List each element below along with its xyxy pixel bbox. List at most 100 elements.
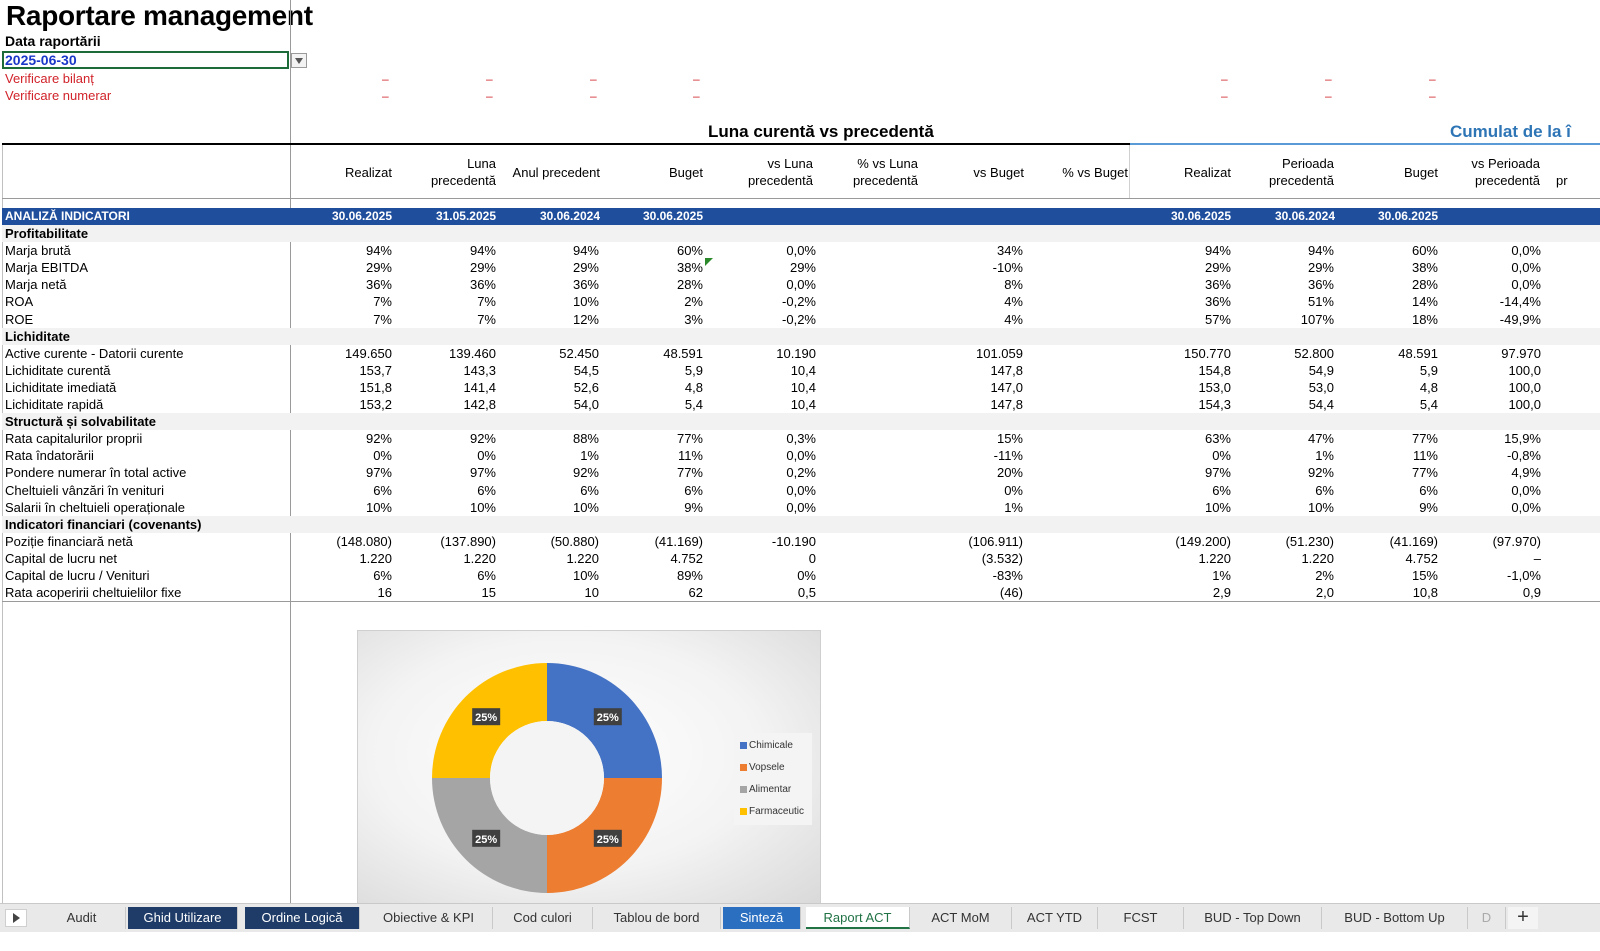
table-cell[interactable]: 7% — [373, 311, 392, 327]
indicator-label[interactable]: ROE — [5, 311, 34, 327]
table-cell[interactable]: (41.169) — [1389, 533, 1438, 549]
table-cell[interactable]: 7% — [477, 294, 496, 310]
table-cell[interactable]: 34% — [996, 243, 1023, 259]
indicator-label[interactable]: Capital de lucru net — [5, 550, 118, 566]
table-cell[interactable]: 38% — [1411, 260, 1438, 276]
table-cell[interactable]: 54,4 — [1308, 397, 1334, 412]
indicator-label[interactable]: Cheltuieli vânzări în venituri — [5, 482, 164, 498]
table-cell[interactable]: (41.169) — [654, 533, 703, 549]
sheet-tab[interactable]: Sinteză — [723, 907, 801, 929]
table-cell[interactable]: 77% — [1411, 465, 1438, 481]
sheet-tab[interactable]: FCST — [1098, 907, 1184, 929]
table-cell[interactable]: 20% — [996, 465, 1023, 481]
table-cell[interactable]: 92% — [365, 431, 392, 447]
table-cell[interactable]: 143,3 — [463, 362, 496, 378]
table-cell[interactable]: 29% — [365, 260, 392, 276]
table-cell[interactable]: 10% — [469, 499, 496, 515]
table-cell[interactable]: 9% — [1419, 499, 1438, 515]
table-cell[interactable]: 5,4 — [684, 397, 703, 412]
table-cell[interactable]: 36% — [572, 277, 599, 293]
table-cell[interactable]: 54,0 — [573, 397, 599, 412]
table-cell[interactable]: 51% — [1307, 294, 1334, 310]
table-cell[interactable]: 10,4 — [790, 397, 816, 412]
sheet-tab[interactable]: Audit — [38, 907, 126, 929]
table-cell[interactable]: (46) — [999, 585, 1023, 601]
table-cell[interactable]: (137.890) — [440, 533, 496, 549]
table-cell[interactable]: 92% — [1307, 465, 1334, 481]
date-cell-selection[interactable] — [2, 51, 289, 69]
table-cell[interactable]: 15,9% — [1504, 431, 1541, 447]
table-cell[interactable]: 101.059 — [976, 345, 1023, 361]
table-cell[interactable]: -83% — [992, 568, 1023, 583]
sheet-tab[interactable]: Obiective & KPI — [365, 907, 493, 929]
table-cell[interactable]: 5,9 — [1419, 362, 1438, 378]
table-cell[interactable]: 92% — [572, 465, 599, 481]
sheet-tab[interactable]: ACT MoM — [910, 907, 1012, 929]
table-cell[interactable]: 153,7 — [359, 362, 392, 378]
table-cell[interactable]: 28% — [1411, 277, 1438, 293]
table-cell[interactable]: 4,8 — [1419, 379, 1438, 395]
table-cell[interactable]: 18% — [1411, 311, 1438, 327]
indicator-label[interactable]: Rata îndatorării — [5, 448, 94, 464]
table-cell[interactable]: 1% — [1212, 568, 1231, 583]
table-cell[interactable]: 7% — [373, 294, 392, 310]
table-cell[interactable]: 2,9 — [1212, 585, 1231, 601]
table-cell[interactable]: 10% — [1307, 499, 1334, 515]
table-cell[interactable]: 0% — [797, 568, 816, 583]
table-cell[interactable]: 63% — [1204, 431, 1231, 447]
table-cell[interactable]: 62 — [688, 585, 703, 601]
table-cell[interactable]: 16 — [377, 585, 392, 601]
table-cell[interactable]: 89% — [676, 568, 703, 583]
table-cell[interactable]: 97% — [365, 465, 392, 481]
table-cell[interactable]: 4,8 — [684, 379, 703, 395]
table-cell[interactable]: 1.220 — [566, 550, 599, 566]
add-sheet-button[interactable]: + — [1508, 907, 1538, 929]
table-cell[interactable]: 0,9 — [1522, 585, 1541, 601]
table-cell[interactable]: 2,0 — [1315, 585, 1334, 601]
table-cell[interactable]: 10% — [572, 499, 599, 515]
category-label[interactable]: Lichiditate — [5, 328, 71, 344]
table-cell[interactable]: 6% — [373, 568, 392, 583]
table-cell[interactable]: 88% — [572, 431, 599, 447]
indicator-label[interactable]: Poziție financiară netă — [5, 533, 133, 549]
table-cell[interactable]: 1% — [1004, 499, 1023, 515]
table-cell[interactable]: 1% — [1315, 448, 1334, 464]
sheet-tab[interactable]: BUD - Bottom Up — [1322, 907, 1468, 929]
table-cell[interactable]: 4% — [1004, 294, 1023, 310]
table-cell[interactable]: 141,4 — [463, 379, 496, 395]
indicator-label[interactable]: Active curente - Datorii curente — [5, 345, 184, 361]
table-cell[interactable]: 0,0% — [1511, 482, 1541, 498]
table-cell[interactable]: 97% — [1204, 465, 1231, 481]
table-cell[interactable]: 92% — [469, 431, 496, 447]
table-cell[interactable]: 52.450 — [559, 345, 599, 361]
table-cell[interactable]: 94% — [572, 243, 599, 259]
table-cell[interactable]: -11% — [993, 448, 1023, 464]
table-cell[interactable]: 1.220 — [1198, 550, 1231, 566]
table-cell[interactable]: (148.080) — [336, 533, 392, 549]
table-cell[interactable]: (50.880) — [550, 533, 599, 549]
table-cell[interactable]: 48.591 — [1398, 345, 1438, 361]
indicator-label[interactable]: Rata capitalurilor proprii — [5, 431, 143, 447]
indicator-label[interactable]: Lichiditate imediată — [5, 379, 117, 395]
indicator-label[interactable]: Rata acoperirii cheltuielilor fixe — [5, 585, 182, 601]
table-cell[interactable]: 14% — [1411, 294, 1438, 310]
table-cell[interactable]: 7% — [477, 311, 496, 327]
table-cell[interactable]: 0,0% — [786, 482, 816, 498]
table-cell[interactable]: (51.230) — [1285, 533, 1334, 549]
table-cell[interactable]: 77% — [676, 431, 703, 447]
table-cell[interactable]: 10% — [365, 499, 392, 515]
table-cell[interactable]: -10% — [992, 260, 1023, 276]
table-cell[interactable]: 6% — [477, 482, 496, 498]
table-cell[interactable]: 6% — [580, 482, 599, 498]
table-cell[interactable]: (106.911) — [968, 533, 1023, 549]
table-cell[interactable]: 0% — [373, 448, 392, 464]
table-cell[interactable]: 54,5 — [573, 362, 599, 378]
indicator-label[interactable]: Marja brută — [5, 243, 71, 259]
sheet-tab[interactable]: ACT YTD — [1012, 907, 1098, 929]
table-cell[interactable]: 0,0% — [786, 448, 816, 464]
table-cell[interactable]: 94% — [365, 243, 392, 259]
table-cell[interactable]: 0,0% — [1511, 277, 1541, 293]
table-cell[interactable]: 29% — [1307, 260, 1334, 276]
table-cell[interactable]: 4,9% — [1511, 465, 1541, 481]
table-cell[interactable]: 1% — [580, 448, 599, 464]
